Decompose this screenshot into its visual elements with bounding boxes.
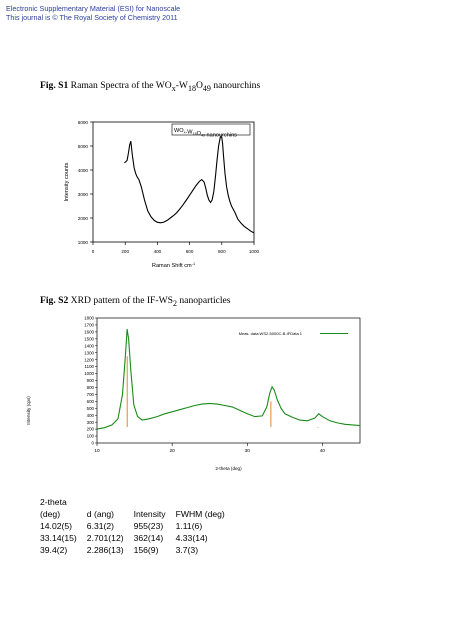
y-tick-label: 1000 xyxy=(78,240,89,245)
journal-header-line-1: Electronic Supplementary Material (ESI) … xyxy=(6,4,181,13)
x-axis-label: 2-theta (deg) xyxy=(215,466,242,471)
figure-s1-label: Fig. S1 xyxy=(40,80,69,91)
table-header-row: 2-theta (deg) d (ang) Intensity FWHM (deg… xyxy=(40,496,235,520)
table-cell: 14.02(5) xyxy=(40,521,73,531)
figure-s2-caption: Fig. S2 XRD pattern of the IF-WS2 nanopa… xyxy=(40,295,231,308)
legend-box xyxy=(171,123,251,136)
figure-s2-label: Fig. S2 xyxy=(40,295,69,306)
table-cell: 39.4(2) xyxy=(40,545,68,555)
y-tick-label: 1700 xyxy=(84,323,94,328)
x-tick-label: 40 xyxy=(320,448,326,454)
journal-header-line-2: This journal is © The Royal Society of C… xyxy=(6,13,178,22)
y-tick-label: 1300 xyxy=(84,350,94,355)
table-cell: 1.11(6) xyxy=(175,521,203,531)
table-cell: 6.31(2) xyxy=(86,521,115,531)
y-tick-label: 800 xyxy=(87,385,95,390)
x-tick-label: 600 xyxy=(186,249,194,254)
x-tick-label: 0 xyxy=(92,249,95,254)
x-tick-label: 400 xyxy=(154,249,162,254)
figure-s1-caption: Fig. S1 Raman Spectra of the WOx-W18O49 … xyxy=(40,80,260,93)
y-axis-label: Intensity counts xyxy=(64,162,70,201)
y-tick-label: 4000 xyxy=(78,168,89,173)
x-tick-label: 30 xyxy=(245,448,251,454)
raman-series-line xyxy=(124,135,255,234)
y-tick-label: 300 xyxy=(87,420,95,425)
y-tick-label: 1100 xyxy=(85,364,95,369)
y-tick-label: 400 xyxy=(87,413,95,418)
y-tick-label: 100 xyxy=(87,434,95,439)
figure-s2-text: XRD pattern of the IF-WS2 nanoparticles xyxy=(68,295,231,308)
table-cell: 955(23) xyxy=(133,521,164,531)
header-d: d (ang) xyxy=(86,509,115,519)
y-tick-label: 500 xyxy=(87,406,95,411)
legend-label: WOx-W18O49 nanourchins xyxy=(174,128,237,139)
x-tick-label: 10 xyxy=(94,448,100,454)
x-tick-label: 200 xyxy=(121,249,129,254)
y-tick-label: 2000 xyxy=(78,216,89,221)
xrd-pattern-chart: 0 100 200 300 400 500 600 700 800 900 1000 1100 1200… xyxy=(26,316,361,471)
table-cell: 156(9) xyxy=(133,545,159,555)
xrd-peak-table: 2-theta (deg) d (ang) Intensity FWHM (deg… xyxy=(40,496,235,556)
y-tick-label: 200 xyxy=(87,427,95,432)
header-fwhm: FWHM (deg) xyxy=(175,509,225,519)
figure-s1-text: Raman Spectra of the WOx-W18O49 nanourch… xyxy=(68,80,261,93)
y-tick-label: 900 xyxy=(87,378,95,383)
xrd-series-line xyxy=(96,329,361,430)
y-tick-label: 1000 xyxy=(84,371,94,376)
table-row: 33.14(15) 2.701(12) 362(14) 4.33(14) xyxy=(40,532,235,544)
y-tick-label: 1400 xyxy=(84,343,94,348)
table-cell: 2.286(13) xyxy=(86,545,124,555)
header-intensity: Intensity xyxy=(133,509,166,519)
x-tick-label: 1000 xyxy=(249,249,260,254)
y-tick-label: 1200 xyxy=(84,357,94,362)
header-2theta: 2-theta (deg) xyxy=(40,497,67,519)
table-cell: 2.701(12) xyxy=(86,533,124,543)
y-tick-label: 6000 xyxy=(78,120,89,125)
table-cell: 4.33(14) xyxy=(175,533,208,543)
y-tick-label: 1600 xyxy=(84,329,94,334)
x-axis-label: Raman Shift cm-1 xyxy=(152,262,195,269)
plot-frame xyxy=(96,317,361,444)
table-cell: 33.14(15) xyxy=(40,533,77,543)
y-tick-label: 0 xyxy=(92,441,95,446)
table-row: 39.4(2) 2.286(13) 156(9) 3.7(3) xyxy=(40,544,235,556)
y-tick-label: 1800 xyxy=(84,316,94,321)
table-row: 14.02(5) 6.31(2) 955(23) 1.11(6) xyxy=(40,520,235,532)
table-cell: 3.7(3) xyxy=(175,545,199,555)
y-tick-label: 1500 xyxy=(84,336,94,341)
y-tick-label: 700 xyxy=(87,392,95,397)
y-axis-label: Intensity (cps) xyxy=(26,396,31,425)
y-tick-label: 600 xyxy=(87,399,95,404)
x-tick-label: 20 xyxy=(169,448,175,454)
legend-label: Meas. data:WS2-5000C-B-IFData 1 xyxy=(239,331,303,336)
y-tick-label: 3000 xyxy=(78,192,89,197)
raman-spectrum-chart: 1000 2000 3000 4000 5000 6000 0 200 400 600 800 100… xyxy=(64,120,260,269)
table-cell: 362(14) xyxy=(133,533,164,543)
y-tick-label: 5000 xyxy=(78,144,89,149)
x-tick-label: 800 xyxy=(218,249,226,254)
plot-frame xyxy=(92,121,255,243)
